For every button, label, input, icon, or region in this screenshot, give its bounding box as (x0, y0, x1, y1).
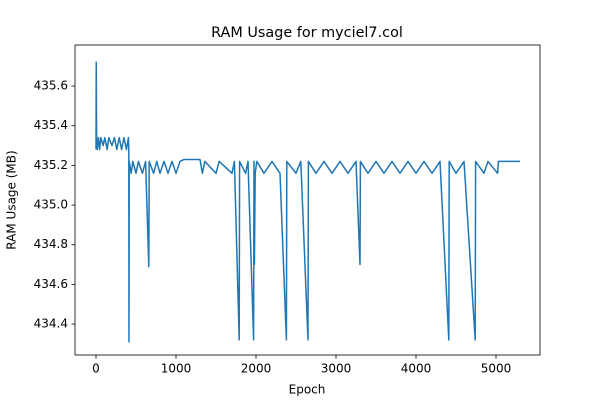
x-tick-label: 4000 (401, 362, 432, 376)
axes-frame (74, 44, 541, 356)
x-tick-label: 0 (92, 362, 100, 376)
x-tick-label: 3000 (321, 362, 352, 376)
y-tick-label: 435.4 (34, 118, 68, 132)
y-tick-label: 435.0 (34, 198, 68, 212)
y-tick-label: 434.8 (34, 237, 68, 251)
chart-title: RAM Usage for myciel7.col (211, 25, 403, 41)
y-tick-label: 434.4 (34, 317, 68, 331)
x-tick-label: 1000 (161, 362, 192, 376)
x-tick-label: 2000 (241, 362, 272, 376)
y-tick-label: 435.6 (34, 79, 68, 93)
x-axis-label: Epoch (289, 383, 326, 397)
y-tick-label: 435.2 (34, 158, 68, 172)
y-axis-label: RAM Usage (MB) (5, 150, 19, 249)
data-line (95, 61, 520, 343)
plot-area (95, 61, 520, 343)
y-tick-label: 434.6 (34, 277, 68, 291)
x-tick-label: 5000 (481, 362, 512, 376)
